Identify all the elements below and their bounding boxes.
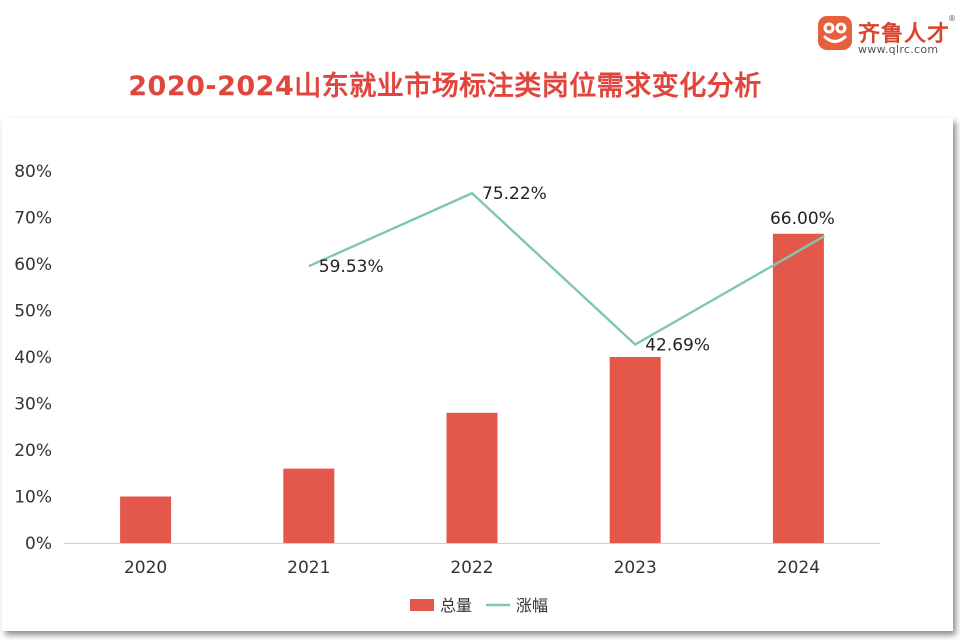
y-tick-label: 40%	[14, 348, 52, 368]
brand-logo: 齐鲁人才 ® www.qlrc.com	[818, 14, 958, 60]
x-axis: 2020 2021 2022 2023 2024	[124, 558, 820, 578]
bar-series	[120, 233, 824, 543]
line-series	[308, 191, 825, 346]
x-tick-label: 2022	[450, 558, 493, 578]
y-tick-label: 50%	[14, 302, 52, 322]
legend-label-bar: 总量	[440, 596, 472, 615]
y-tick-label: 60%	[14, 255, 52, 275]
bar	[609, 357, 661, 543]
x-tick-label: 2023	[614, 558, 657, 578]
legend-swatch-bar	[410, 599, 434, 611]
line-data-label: 59.53%	[319, 257, 384, 277]
x-tick-label: 2020	[124, 558, 167, 578]
y-tick-label: 20%	[14, 441, 52, 461]
line-data-labels: 59.53% 75.22% 42.69% 66.00%	[319, 184, 835, 355]
bar	[446, 412, 498, 543]
registered-mark: ®	[948, 14, 956, 23]
line-data-label: 66.00%	[770, 209, 835, 229]
x-tick-label: 2024	[777, 558, 820, 578]
line-data-label: 75.22%	[482, 184, 547, 204]
bar-line-chart: 0%10%20%30%40%50%60%70%80% 2020 2021 2022 2…	[14, 162, 880, 615]
y-tick-label: 10%	[14, 488, 52, 508]
y-axis: 0% 10% 20% 30% 40% 50% 60% 70% 80%	[14, 162, 52, 554]
bar	[283, 468, 335, 543]
legend: 总量 涨幅	[410, 596, 548, 615]
bar	[120, 496, 172, 543]
y-tick-label: 70%	[14, 209, 52, 229]
bar	[772, 233, 824, 543]
chart-title: 2020-2024山东就业市场标注类岗位需求变化分析	[128, 71, 762, 102]
y-tick-label: 30%	[14, 395, 52, 415]
brand-url: www.qlrc.com	[858, 43, 939, 56]
chart-frame: 0% 10% 20% 30% 40% 50% 60% 70% 80% 2020 2021 2022 2…	[2, 118, 953, 631]
legend-label-line: 涨幅	[516, 596, 548, 615]
y-tick-label: 80%	[14, 162, 52, 182]
frog-face-icon	[818, 16, 852, 50]
line-data-label: 42.69%	[645, 335, 710, 355]
y-tick-label: 0%	[25, 534, 52, 554]
brand-name: 齐鲁人才	[858, 22, 951, 47]
x-tick-label: 2021	[287, 558, 330, 578]
